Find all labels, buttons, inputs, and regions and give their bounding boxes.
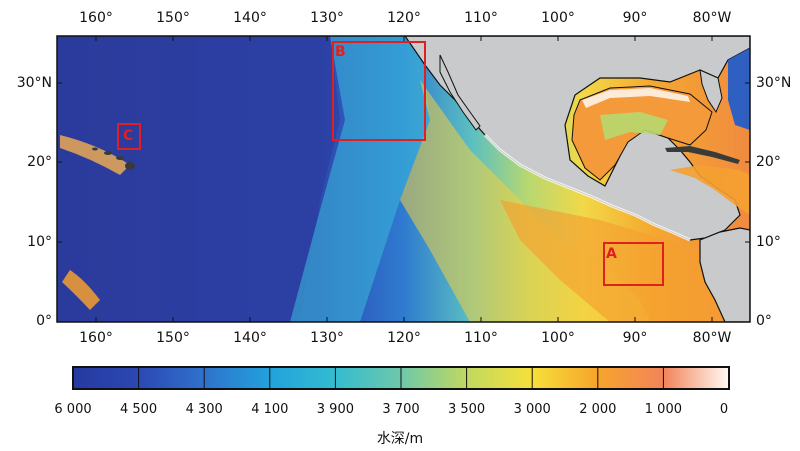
lon-label-top-110: 110° <box>464 10 498 26</box>
lon-label-bottom-150: 150° <box>156 330 190 346</box>
lon-label-bottom-160: 160° <box>79 330 113 346</box>
deep-basin <box>57 36 340 322</box>
cyan-band <box>290 36 430 322</box>
lat-label-left-10: 10° <box>27 234 52 250</box>
colorbar-label-3500: 3 500 <box>447 402 486 417</box>
region-box-b <box>332 41 426 141</box>
colorbar-ticks <box>138 367 664 389</box>
lat-label-left-0: 0° <box>36 313 52 329</box>
florida <box>699 69 723 114</box>
lon-label-top-160: 160° <box>79 10 113 26</box>
lon-label-top-140: 140° <box>233 10 267 26</box>
lon-label-bottom-140: 140° <box>233 330 267 346</box>
lat-label-right-20: 20° <box>756 154 781 170</box>
lat-label-left-30n: 30°N <box>16 75 52 91</box>
lon-label-bottom-90: 90° <box>622 330 648 346</box>
lat-label-right-30n: 30°N <box>756 75 792 91</box>
lon-label-bottom-100: 100° <box>541 330 575 346</box>
colorbar-label-0: 0 <box>719 402 729 417</box>
caribbean-sea <box>670 165 750 215</box>
shelf-zone <box>500 200 750 322</box>
cuba <box>665 146 740 164</box>
atlantic <box>728 48 750 130</box>
colorbar-label-2000: 2 000 <box>579 402 617 417</box>
colorbar-label-4300: 4 300 <box>185 402 223 417</box>
lon-label-bottom-80w: 80°W <box>692 330 732 346</box>
lat-label-right-0: 0° <box>756 313 772 329</box>
hawaiian-ridge <box>60 135 130 175</box>
colorbar-label-3000: 3 000 <box>513 402 551 417</box>
colorbar-label-4500: 4 500 <box>119 402 158 417</box>
coastal-shelf <box>483 133 691 242</box>
gulf-deep-center <box>600 112 668 140</box>
lon-label-top-130: 130° <box>310 10 344 26</box>
lon-label-bottom-130: 130° <box>310 330 344 346</box>
colorbar-label-6000: 6 000 <box>54 402 92 417</box>
lon-label-top-120: 120° <box>387 10 421 26</box>
region-box-a <box>603 242 664 286</box>
colorbar-label-4100: 4 100 <box>251 402 289 417</box>
region-label-a: A <box>606 246 617 262</box>
lat-label-left-20: 20° <box>27 154 52 170</box>
region-box-c <box>117 123 141 150</box>
lon-label-top-90: 90° <box>622 10 648 26</box>
gulf-shelf-edge <box>582 88 690 108</box>
lon-label-bottom-110: 110° <box>464 330 498 346</box>
south-america-land <box>699 227 750 322</box>
lon-label-top-100: 100° <box>541 10 575 26</box>
lat-label-right-10: 10° <box>756 234 781 250</box>
baja-california <box>439 54 481 131</box>
region-label-b: B <box>335 44 346 60</box>
colorbar-label-3700: 3 700 <box>382 402 420 417</box>
colorbar-title: 水深/m <box>376 431 424 447</box>
lon-label-bottom-120: 120° <box>387 330 421 346</box>
hawaii-islands <box>92 147 135 170</box>
colorbar-label-1000: 1 000 <box>644 402 682 417</box>
region-label-c: C <box>123 128 134 144</box>
map-ticks <box>57 36 750 322</box>
lon-label-top-150: 150° <box>156 10 190 26</box>
line-islands <box>62 270 100 310</box>
lon-label-top-80w: 80°W <box>692 10 732 26</box>
colorbar-label-3900: 3 900 <box>316 402 354 417</box>
